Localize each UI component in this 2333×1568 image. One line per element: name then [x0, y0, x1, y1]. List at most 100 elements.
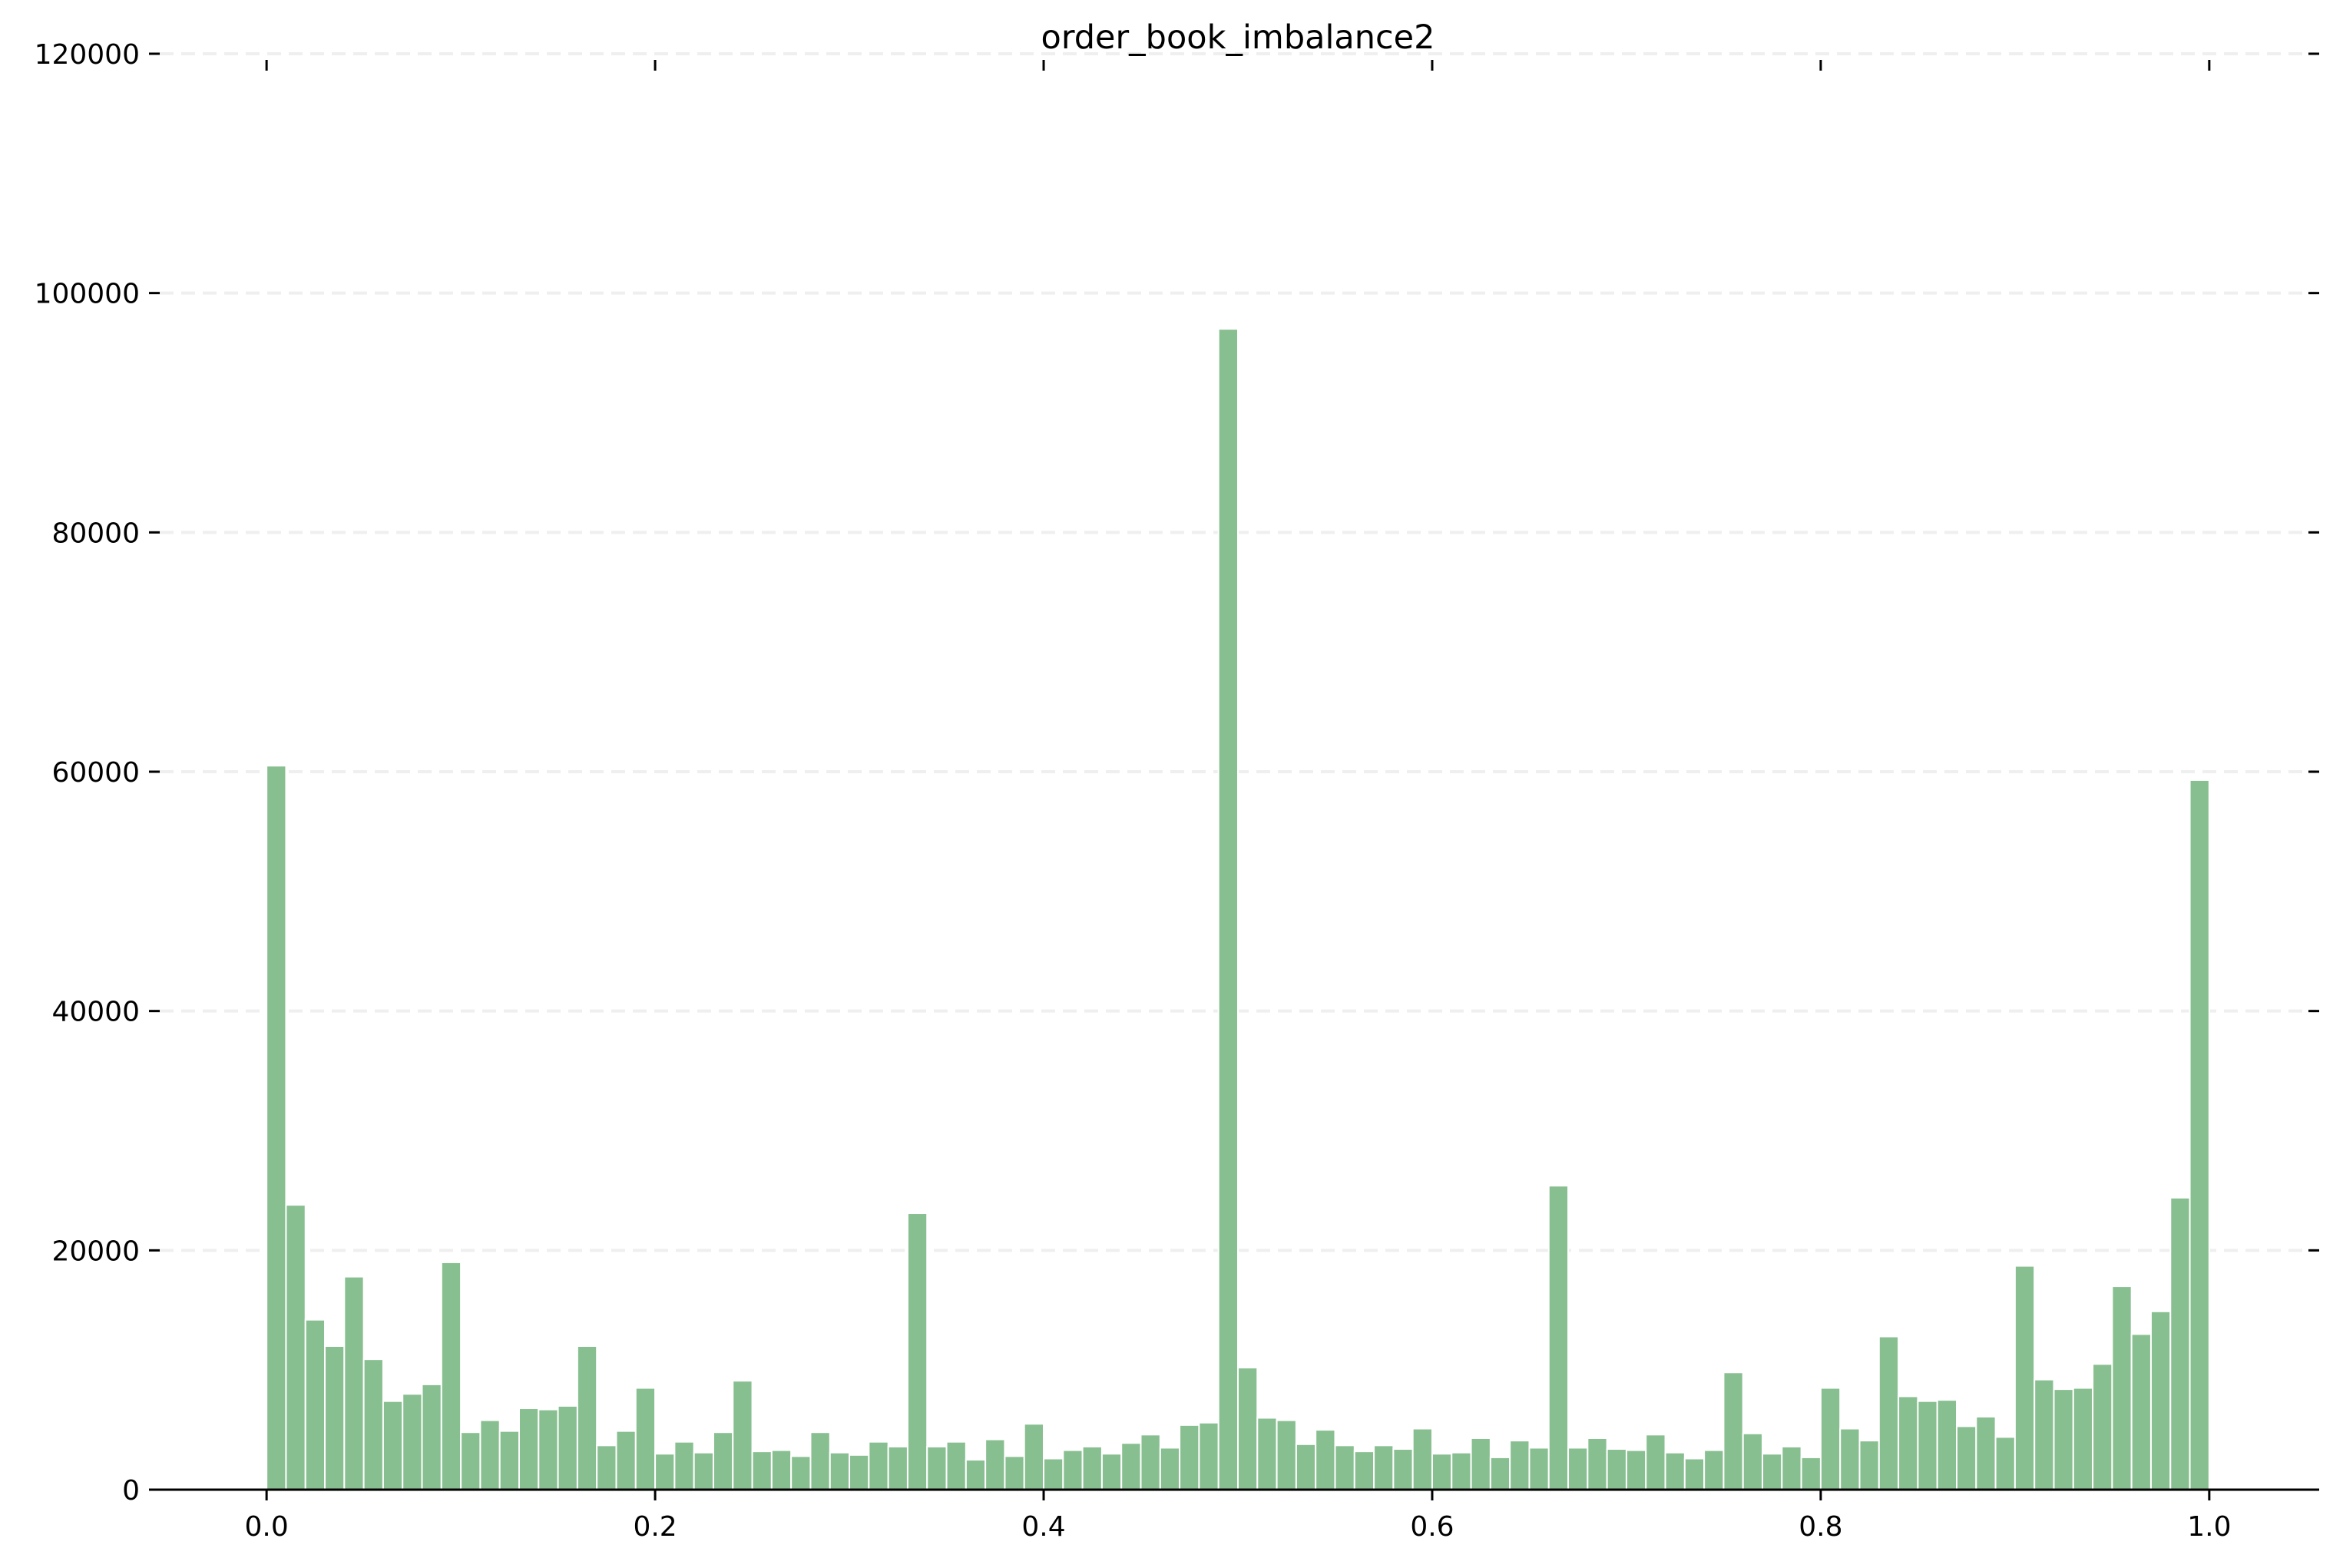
- bar-39: [1023, 1423, 1045, 1490]
- bar-44: [1120, 1442, 1142, 1490]
- bar-91: [2034, 1378, 2055, 1490]
- bar-5: [362, 1358, 384, 1491]
- bar-49: [1217, 328, 1239, 1491]
- y-tick-label-5: 100000: [35, 279, 140, 310]
- bar-45: [1140, 1434, 1161, 1490]
- bar-89: [1994, 1436, 2016, 1491]
- bar-59: [1411, 1427, 1433, 1491]
- y-tick-label-2: 40000: [51, 997, 140, 1028]
- x-tick-label-0: 0.0: [245, 1511, 289, 1543]
- bar-76: [1742, 1432, 1764, 1490]
- bar-23: [712, 1431, 734, 1490]
- bar-97: [2149, 1310, 2172, 1491]
- bar-12: [498, 1430, 520, 1491]
- bar-1: [285, 1204, 306, 1491]
- bar-2: [304, 1318, 326, 1491]
- bar-82: [1858, 1440, 1880, 1490]
- bar-58: [1392, 1448, 1414, 1491]
- bar-24: [732, 1380, 753, 1490]
- bar-93: [2072, 1387, 2094, 1490]
- bar-99: [2189, 779, 2210, 1490]
- bar-78: [1781, 1445, 1802, 1491]
- bar-66: [1547, 1185, 1570, 1491]
- bar-96: [2130, 1333, 2152, 1490]
- bar-28: [809, 1431, 831, 1490]
- bar-70: [1625, 1449, 1647, 1490]
- bar-25: [751, 1451, 773, 1490]
- bar-43: [1100, 1453, 1123, 1490]
- x-tick-label-5: 1.0: [2187, 1511, 2231, 1543]
- bar-46: [1159, 1447, 1181, 1491]
- bar-18: [615, 1430, 637, 1491]
- bar-60: [1431, 1453, 1453, 1490]
- bar-72: [1664, 1451, 1686, 1490]
- bar-54: [1315, 1429, 1336, 1491]
- bar-79: [1800, 1456, 1822, 1491]
- bar-26: [770, 1449, 793, 1490]
- bar-48: [1198, 1421, 1219, 1490]
- bar-53: [1295, 1443, 1317, 1490]
- chart-title: order_book_imbalance2: [1041, 18, 1435, 57]
- bar-16: [576, 1345, 598, 1490]
- y-tick-label-3: 60000: [51, 757, 140, 789]
- bar-57: [1373, 1444, 1395, 1491]
- bar-32: [887, 1445, 908, 1491]
- bar-4: [343, 1275, 365, 1491]
- bar-0: [266, 765, 287, 1490]
- bar-19: [634, 1387, 657, 1490]
- bar-15: [557, 1404, 578, 1490]
- bar-77: [1762, 1453, 1783, 1490]
- bar-62: [1470, 1437, 1491, 1491]
- bar-86: [1936, 1399, 1957, 1490]
- bar-64: [1509, 1440, 1531, 1490]
- bar-14: [538, 1408, 559, 1491]
- bar-33: [906, 1212, 928, 1491]
- bar-67: [1567, 1447, 1589, 1491]
- bar-68: [1587, 1437, 1608, 1491]
- bar-95: [2111, 1285, 2133, 1491]
- bar-65: [1528, 1447, 1550, 1491]
- histogram-bars: [266, 328, 2210, 1491]
- bar-52: [1276, 1419, 1297, 1491]
- bar-35: [945, 1441, 967, 1490]
- bar-98: [2169, 1196, 2191, 1491]
- y-tick-label-6: 120000: [35, 39, 140, 71]
- x-tick-label-2: 0.4: [1021, 1511, 1065, 1543]
- bar-22: [693, 1451, 714, 1490]
- bar-50: [1237, 1367, 1259, 1491]
- bar-56: [1353, 1451, 1375, 1490]
- bar-84: [1898, 1395, 1919, 1490]
- bar-74: [1703, 1449, 1725, 1490]
- bar-29: [829, 1451, 851, 1490]
- y-tick-label-1: 20000: [51, 1236, 140, 1267]
- bar-51: [1256, 1417, 1278, 1490]
- bar-31: [868, 1441, 889, 1490]
- bar-36: [965, 1459, 987, 1490]
- x-tick-label-1: 0.2: [633, 1511, 677, 1543]
- bar-3: [324, 1345, 346, 1490]
- x-tick-label-3: 0.6: [1410, 1511, 1454, 1543]
- bar-7: [402, 1393, 423, 1491]
- bar-21: [673, 1441, 695, 1490]
- bar-55: [1334, 1444, 1355, 1491]
- bar-80: [1819, 1387, 1842, 1490]
- bar-17: [596, 1444, 617, 1491]
- bar-6: [382, 1400, 404, 1491]
- bar-92: [2053, 1388, 2074, 1490]
- bar-69: [1606, 1448, 1627, 1491]
- bar-20: [654, 1453, 676, 1490]
- bar-40: [1043, 1457, 1064, 1490]
- bar-71: [1645, 1434, 1666, 1490]
- bar-8: [421, 1383, 442, 1491]
- bar-90: [2014, 1265, 2036, 1490]
- y-tick-label-4: 80000: [51, 518, 140, 549]
- bar-94: [2092, 1363, 2113, 1490]
- bar-85: [1917, 1400, 1938, 1491]
- bar-27: [790, 1455, 812, 1491]
- y-tick-label-0: 0: [122, 1475, 140, 1507]
- bar-81: [1839, 1427, 1861, 1491]
- bar-73: [1683, 1457, 1706, 1490]
- bar-37: [984, 1438, 1006, 1491]
- bar-42: [1081, 1445, 1103, 1491]
